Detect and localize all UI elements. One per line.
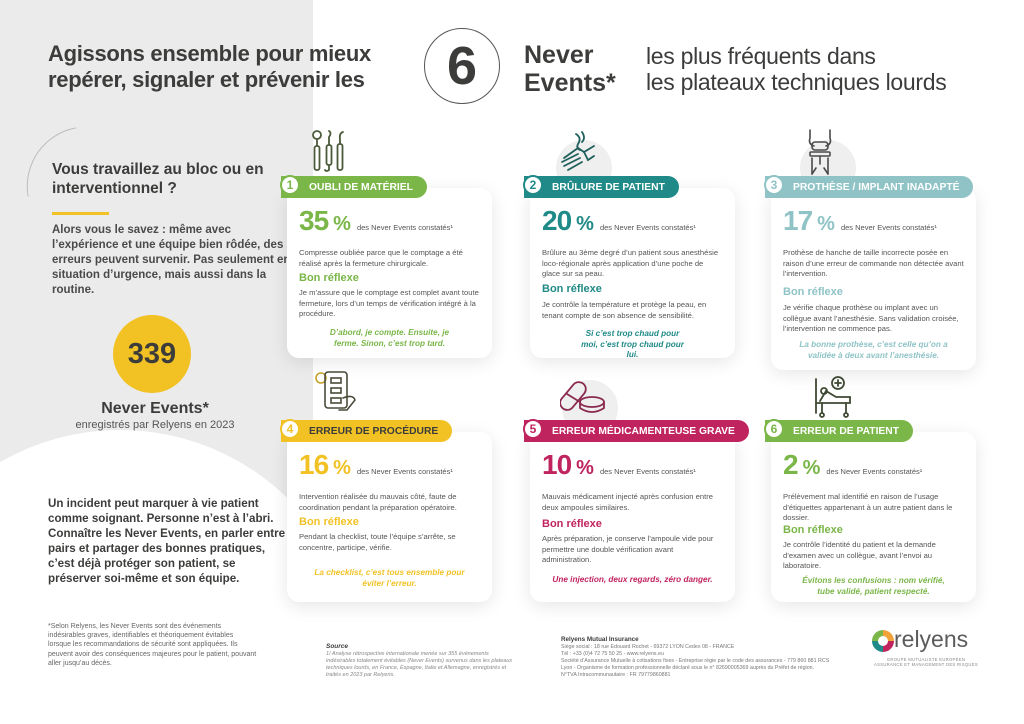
- intro-divider: [52, 212, 109, 215]
- header-never-events: Never Events*: [524, 41, 616, 97]
- knee-prosthesis-icon: [796, 128, 844, 176]
- card-bon-reflexe: Après préparation, je conserve l’ampoule…: [542, 534, 714, 564]
- card-title-tag: ERREUR DE PROCÉDURE: [281, 420, 453, 442]
- stat-label: Never Events* enregistrés par Relyens en…: [75, 400, 235, 431]
- card-description: Prélèvement mal identifié en raison de l…: [783, 492, 953, 522]
- card-percent: 2 % des Never Events constatés¹: [783, 449, 923, 480]
- card-number: 5: [523, 419, 543, 439]
- card-bon-reflexe-label: Bon réflexe: [299, 272, 359, 284]
- pills-icon: [559, 372, 608, 420]
- card-bon-reflexe-label: Bon réflexe: [783, 524, 843, 536]
- stat-value: 339: [113, 315, 191, 393]
- hospital-bed-icon: [812, 373, 860, 421]
- card-bon-reflexe: Je m’assure que le comptage est complet …: [299, 288, 479, 318]
- card-percent: 20 % des Never Events constatés¹: [542, 205, 696, 236]
- card-percent: 16 % des Never Events constatés¹: [299, 449, 453, 480]
- card-title-tag: BRÛLURE DE PATIENT: [524, 176, 679, 198]
- card-bon-reflexe-label: Bon réflexe: [299, 516, 359, 528]
- header-number-badge: 6: [424, 28, 500, 104]
- card-description: Mauvais médicament injecté après confusi…: [542, 492, 713, 512]
- card-bon-reflexe-label: Bon réflexe: [542, 283, 602, 295]
- intro-text: Alors vous le savez : même avec l’expéri…: [52, 224, 291, 296]
- card-bon-reflexe: Je contrôle l’identité du patient et la …: [783, 540, 936, 570]
- card-percent: 10 % des Never Events constatés¹: [542, 449, 696, 480]
- company-info: Relyens Mutual Insurance Siège social : …: [561, 636, 830, 678]
- card-quote: La checklist, c’est tous ensemble pour é…: [314, 568, 465, 588]
- header-title-left: Agissons ensemble pour mieux repérer, si…: [48, 41, 371, 92]
- card-description: Prothèse de hanche de taille incorrecte …: [783, 248, 964, 278]
- card-quote: La bonne prothèse, c’est celle qu’on a v…: [799, 340, 948, 360]
- page-header: Agissons ensemble pour mieux repérer, si…: [48, 28, 1008, 108]
- relyens-logo-mark-icon: [872, 630, 894, 652]
- card-bon-reflexe-label: Bon réflexe: [542, 518, 602, 530]
- never-event-card-4: ERREUR DE PROCÉDURE 4 16 % des Never Eve…: [280, 419, 492, 602]
- card-title-tag: ERREUR MÉDICAMENTEUSE GRAVE: [524, 420, 749, 442]
- card-bon-reflexe-label: Bon réflexe: [783, 286, 843, 298]
- card-number: 3: [764, 175, 784, 195]
- never-event-card-1: OUBLI DE MATÉRIEL 1 35 % des Never Event…: [280, 175, 492, 358]
- card-title-tag: OUBLI DE MATÉRIEL: [281, 176, 427, 198]
- card-quote: Une injection, deux regards, zéro danger…: [552, 575, 713, 584]
- card-quote: Évitons les confusions : nom vérifié, tu…: [802, 576, 945, 596]
- footnote: *Selon Relyens, les Never Events sont de…: [48, 623, 257, 667]
- surgical-tools-icon: [305, 128, 353, 176]
- outro-text: Un incident peut marquer à vie patient c…: [48, 497, 286, 585]
- card-quote: D’abord, je compte. Ensuite, je ferme. S…: [329, 328, 450, 348]
- burned-hand-icon: [554, 128, 602, 176]
- header-title-right: les plus fréquents dans les plateaux tec…: [646, 43, 947, 95]
- card-quote: Si c’est trop chaud pour moi, c’est trop…: [581, 329, 684, 359]
- card-bon-reflexe: Je vérifie chaque prothèse ou implant av…: [783, 303, 959, 333]
- never-event-card-5: ERREUR MÉDICAMENTEUSE GRAVE 5 10 % des N…: [523, 419, 749, 602]
- intro-title: Vous travaillez au bloc ou en interventi…: [52, 161, 264, 197]
- intro-section: Vous travaillez au bloc ou en interventi…: [52, 160, 292, 298]
- never-event-card-2: BRÛLURE DE PATIENT 2 20 % des Never Even…: [523, 175, 735, 359]
- card-description: Brûlure au 3ème degré d’un patient sous …: [542, 248, 719, 278]
- source-note: Source 1/ Analyse rétrospective internat…: [326, 643, 513, 678]
- card-description: Compresse oubliée parce que le comptage …: [299, 248, 463, 268]
- never-event-card-3: PROTHÈSE / IMPLANT INADAPTÉ 3 17 % des N…: [764, 175, 976, 370]
- card-percent: 17 % des Never Events constatés¹: [783, 205, 937, 236]
- card-bon-reflexe: Je contrôle la température et protège la…: [542, 300, 707, 320]
- card-number: 6: [764, 419, 784, 439]
- relyens-logo: relyens GROUPE MUTUALISTE EUROPÉEN ASSUR…: [866, 624, 986, 674]
- card-number: 1: [280, 175, 300, 195]
- card-number: 4: [280, 419, 300, 439]
- card-description: Intervention réalisée du mauvais côté, f…: [299, 492, 457, 512]
- card-bon-reflexe: Pendant la checklist, toute l’équipe s’a…: [299, 532, 456, 552]
- card-title-tag: ERREUR DE PATIENT: [765, 420, 914, 442]
- card-number: 2: [523, 175, 543, 195]
- card-title-tag: PROTHÈSE / IMPLANT INADAPTÉ: [765, 176, 974, 198]
- never-event-card-6: ERREUR DE PATIENT 6 2 % des Never Events…: [764, 419, 976, 602]
- card-percent: 35 % des Never Events constatés¹: [299, 205, 453, 236]
- procedure-flowchart-icon: [313, 368, 361, 416]
